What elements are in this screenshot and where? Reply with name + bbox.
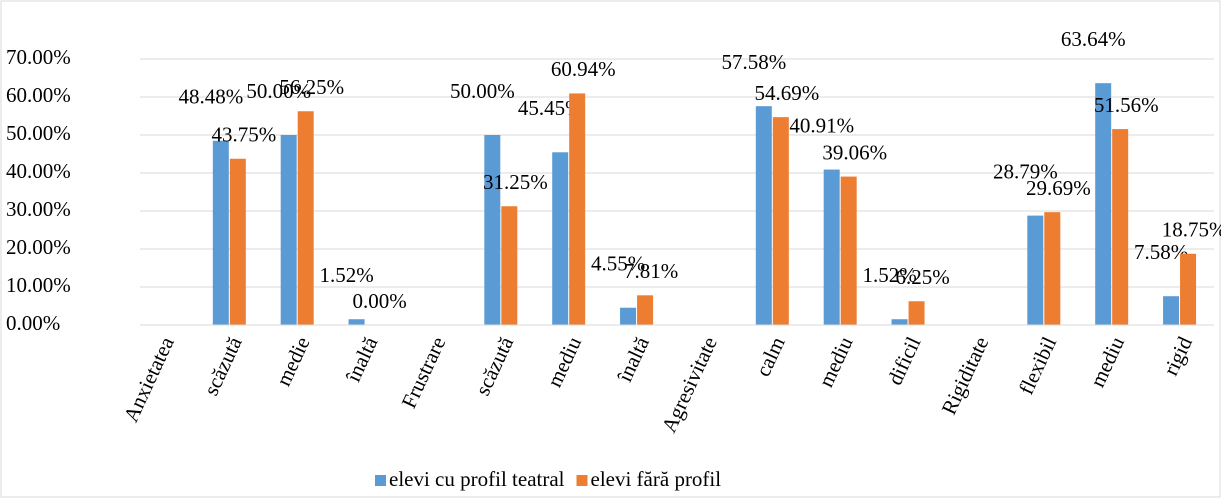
y-tick-label: 10.00% xyxy=(6,273,71,297)
value-label: 31.25% xyxy=(483,170,548,194)
y-tick-label: 20.00% xyxy=(6,235,71,259)
bar xyxy=(501,206,518,325)
bar xyxy=(569,93,586,325)
bar xyxy=(1180,253,1197,325)
value-label: 51.56% xyxy=(1094,93,1159,117)
bar xyxy=(908,301,925,325)
value-label: 0.00% xyxy=(352,289,406,313)
value-label: 1.52% xyxy=(319,263,373,287)
value-label: 29.69% xyxy=(1026,176,1091,200)
bar xyxy=(1044,212,1061,325)
bar xyxy=(620,307,637,325)
bar xyxy=(1095,83,1112,325)
value-label: 39.06% xyxy=(822,140,887,164)
y-tick-label: 40.00% xyxy=(6,159,71,183)
bar xyxy=(348,319,365,325)
bar xyxy=(1112,129,1129,325)
y-tick-label: 50.00% xyxy=(6,121,71,145)
bar xyxy=(891,319,908,325)
value-label: 50.00% xyxy=(450,79,515,103)
y-tick-label: 60.00% xyxy=(6,83,71,107)
value-label: 4.55% xyxy=(591,252,645,276)
bar xyxy=(484,135,501,325)
bar xyxy=(1027,215,1044,325)
value-label: 57.58% xyxy=(721,50,786,74)
value-label: 6.25% xyxy=(895,265,949,289)
y-tick-label: 70.00% xyxy=(6,45,71,69)
value-label: 56.25% xyxy=(279,75,344,99)
bar xyxy=(840,176,857,325)
value-label: 28.79% xyxy=(993,159,1058,183)
value-label: 54.69% xyxy=(754,81,819,105)
bar xyxy=(280,135,297,325)
bar xyxy=(1163,296,1180,325)
bar xyxy=(297,111,314,325)
bar xyxy=(755,106,772,325)
y-tick-label: 0.00% xyxy=(6,311,60,335)
value-label: 18.75% xyxy=(1162,218,1221,242)
bar xyxy=(772,117,789,325)
legend-label: elevi cu profil teatral xyxy=(389,467,565,491)
value-label: 7.81% xyxy=(624,259,678,283)
legend-swatch xyxy=(375,475,386,486)
value-label: 60.94% xyxy=(551,57,616,81)
value-label: 7.58% xyxy=(1134,240,1188,264)
bar xyxy=(552,152,569,325)
bar xyxy=(823,169,840,325)
bar xyxy=(229,158,246,325)
legend-swatch xyxy=(576,475,588,486)
value-label: 40.91% xyxy=(789,113,854,137)
value-label: 43.75% xyxy=(211,123,276,147)
value-label: 50.00% xyxy=(246,79,311,103)
bar xyxy=(212,140,229,325)
value-label: 1.52% xyxy=(862,263,916,287)
legend-label: elevi fără profil xyxy=(591,467,722,491)
bar xyxy=(637,295,654,325)
y-tick-label: 30.00% xyxy=(6,197,71,221)
value-label: 48.48% xyxy=(178,85,243,109)
value-label: 63.64% xyxy=(1061,27,1126,51)
